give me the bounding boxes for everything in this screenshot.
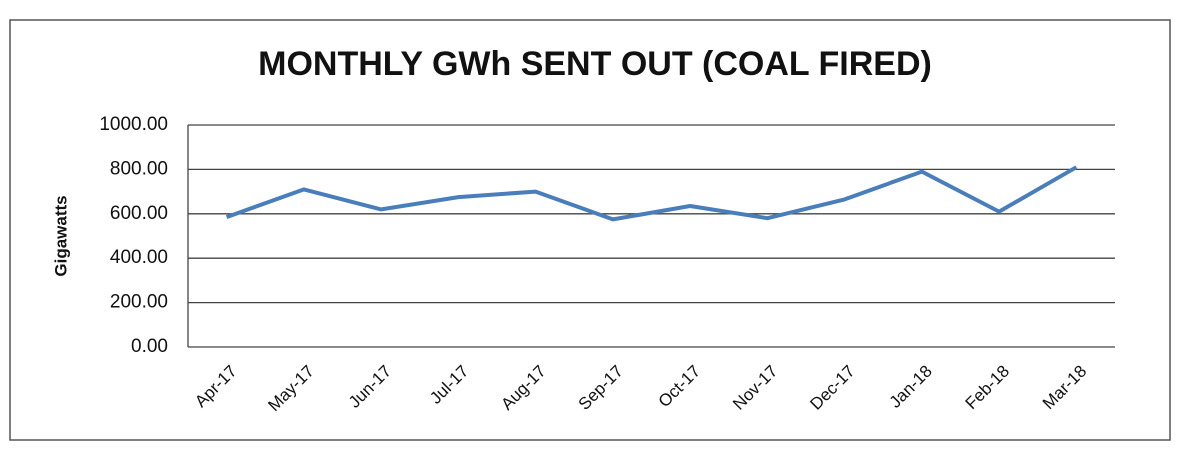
y-tick-label: 200.00 — [110, 292, 168, 313]
y-axis-label: Gigawatts — [51, 195, 70, 276]
y-tick-label: 800.00 — [110, 158, 168, 179]
y-tick-label: 1000.00 — [99, 114, 168, 135]
chart-title: MONTHLY GWh SENT OUT (COAL FIRED) — [258, 45, 932, 83]
y-tick-label: 400.00 — [110, 247, 168, 268]
y-tick-label: 0.00 — [131, 336, 168, 357]
data-line — [225, 165, 1078, 222]
chart-frame — [9, 19, 1171, 441]
y-tick-label: 600.00 — [110, 203, 168, 224]
